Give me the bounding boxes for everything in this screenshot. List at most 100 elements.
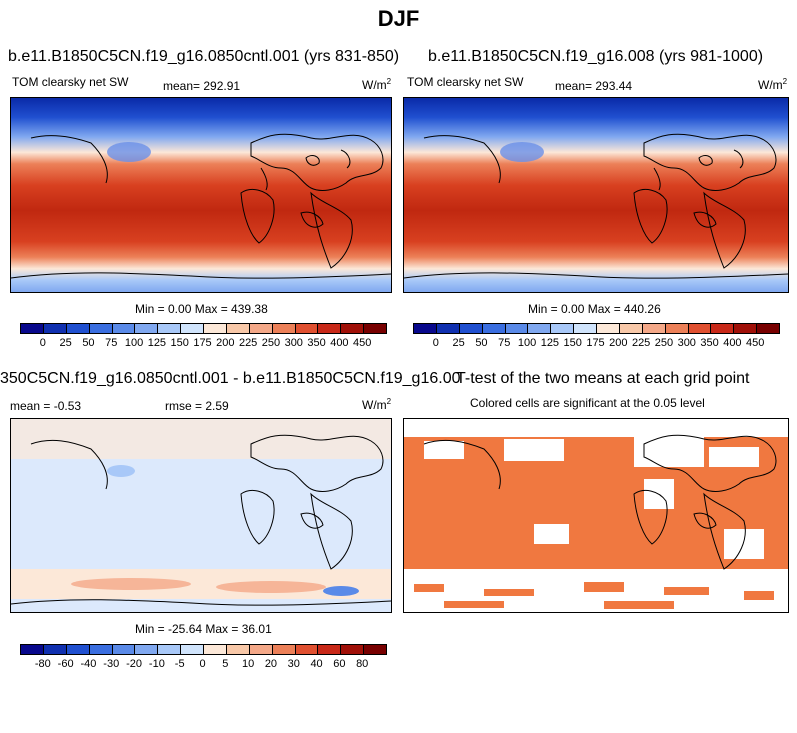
panel3-mean: mean = -0.53 <box>10 399 82 413</box>
colorbar-tick-label: 150 <box>563 337 582 349</box>
panel2-map <box>403 97 789 293</box>
colorbar-tick-label: 300 <box>677 337 696 349</box>
panel2-colorbar <box>413 323 780 334</box>
colorbar-tick-label: -20 <box>126 658 143 670</box>
colorbar-swatch <box>21 324 44 333</box>
colorbar-swatch <box>204 324 227 333</box>
colorbar-swatch <box>619 324 643 333</box>
panel1-minmax: Min = 0.00 Max = 439.38 <box>135 302 268 316</box>
colorbar-tick-label: 225 <box>238 337 258 349</box>
colorbar-swatch <box>318 324 342 333</box>
colorbar-tick-label: 75 <box>498 337 511 349</box>
panel1-mean: mean= 292.91 <box>163 79 241 93</box>
colorbar-tick-label: 450 <box>353 337 372 349</box>
colorbar-swatch <box>21 645 44 654</box>
colorbar-tick-label: 350 <box>700 337 719 349</box>
panel3-map <box>10 418 392 613</box>
panel3-minmax: Min = -25.64 Max = 36.01 <box>135 622 272 636</box>
colorbar-tick-label: 30 <box>287 658 300 670</box>
colorbar-tick-label: 175 <box>193 337 212 349</box>
colorbar-tick-label: 100 <box>517 337 537 349</box>
colorbar-tick-label: 350 <box>307 337 326 349</box>
colorbar-tick-label: 5 <box>222 658 229 670</box>
colorbar-swatch <box>642 324 666 333</box>
colorbar-tick-label: -80 <box>34 658 51 670</box>
colorbar-tick-label: 40 <box>310 658 323 670</box>
colorbar-tick-label: 175 <box>586 337 605 349</box>
colorbar-tick-label: 200 <box>216 337 235 349</box>
colorbar-swatch <box>295 324 319 333</box>
panel3-rmse: rmse = 2.59 <box>165 399 229 413</box>
colorbar-swatch <box>551 324 575 333</box>
colorbar-tick-label: 10 <box>242 658 255 670</box>
colorbar-swatch <box>226 645 250 654</box>
colorbar-swatch <box>505 324 529 333</box>
colorbar-tick-label: 300 <box>284 337 303 349</box>
colorbar-swatch <box>597 324 620 333</box>
colorbar-tick-label: -40 <box>80 658 97 670</box>
panel3-units: W/m2 <box>362 397 392 412</box>
colorbar-swatch <box>112 324 136 333</box>
colorbar-tick-label: 450 <box>746 337 765 349</box>
colorbar-swatch <box>364 324 386 333</box>
colorbar-swatch <box>226 324 250 333</box>
panel1-colorbar <box>20 323 387 334</box>
panel2-units: W/m2 <box>758 77 788 92</box>
colorbar-tick-label: -30 <box>103 658 120 670</box>
colorbar-swatch <box>158 645 182 654</box>
colorbar-tick-label: 400 <box>330 337 349 349</box>
colorbar-swatch <box>272 324 296 333</box>
colorbar-swatch <box>665 324 689 333</box>
colorbar-swatch <box>249 324 273 333</box>
colorbar-tick-label: 100 <box>124 337 144 349</box>
colorbar-tick-label: 50 <box>475 337 488 349</box>
colorbar-swatch <box>135 645 159 654</box>
colorbar-swatch <box>318 645 342 654</box>
colorbar-swatch <box>66 645 90 654</box>
colorbar-tick-label: 0 <box>199 658 206 670</box>
colorbar-tick-label: 250 <box>261 337 281 349</box>
panel1-variable: TOM clearsky net SW <box>12 75 129 89</box>
colorbar-tick-label: 400 <box>723 337 742 349</box>
colorbar-tick-label: 200 <box>609 337 628 349</box>
colorbar-tick-label: 80 <box>356 658 369 670</box>
colorbar-tick-label: 25 <box>59 337 72 349</box>
colorbar-tick-label: 0 <box>39 337 46 349</box>
colorbar-swatch <box>158 324 182 333</box>
colorbar-tick-label: -10 <box>148 658 165 670</box>
panel1-units: W/m2 <box>362 77 392 92</box>
colorbar-swatch <box>295 645 319 654</box>
colorbar-swatch <box>89 324 113 333</box>
colorbar-tick-label: 60 <box>333 658 346 670</box>
colorbar-tick-label: 50 <box>82 337 95 349</box>
colorbar-tick-label: 125 <box>147 337 167 349</box>
panel2-variable: TOM clearsky net SW <box>407 75 524 89</box>
colorbar-swatch <box>436 324 460 333</box>
colorbar-swatch <box>43 645 67 654</box>
colorbar-swatch <box>66 324 90 333</box>
colorbar-swatch <box>112 645 136 654</box>
colorbar-tick-label: 20 <box>264 658 278 670</box>
colorbar-swatch <box>135 324 159 333</box>
colorbar-swatch <box>528 324 552 333</box>
colorbar-swatch <box>364 645 386 654</box>
colorbar-tick-label: -5 <box>174 658 185 670</box>
panel4-map-svg <box>404 419 788 612</box>
panel4-title: T-test of the two means at each grid poi… <box>456 370 750 387</box>
colorbar-swatch <box>341 324 365 333</box>
panel3-map-svg <box>11 419 391 612</box>
panel4-subtitle: Colored cells are significant at the 0.0… <box>470 396 705 410</box>
panel2-map-svg <box>404 98 788 292</box>
panel3-colorbar <box>20 644 387 655</box>
colorbar-tick-label: 225 <box>631 337 651 349</box>
panel1-map <box>10 97 392 293</box>
colorbar-swatch <box>688 324 712 333</box>
colorbar-swatch <box>414 324 437 333</box>
colorbar-swatch <box>482 324 506 333</box>
colorbar-tick-label: 75 <box>105 337 118 349</box>
colorbar-tick-label: 250 <box>654 337 674 349</box>
colorbar-swatch <box>272 645 296 654</box>
panel1-map-svg <box>11 98 391 292</box>
colorbar-tick-label: 0 <box>432 337 439 349</box>
panel2-case-title: b.e11.B1850C5CN.f19_g16.008 (yrs 981-100… <box>428 48 764 65</box>
